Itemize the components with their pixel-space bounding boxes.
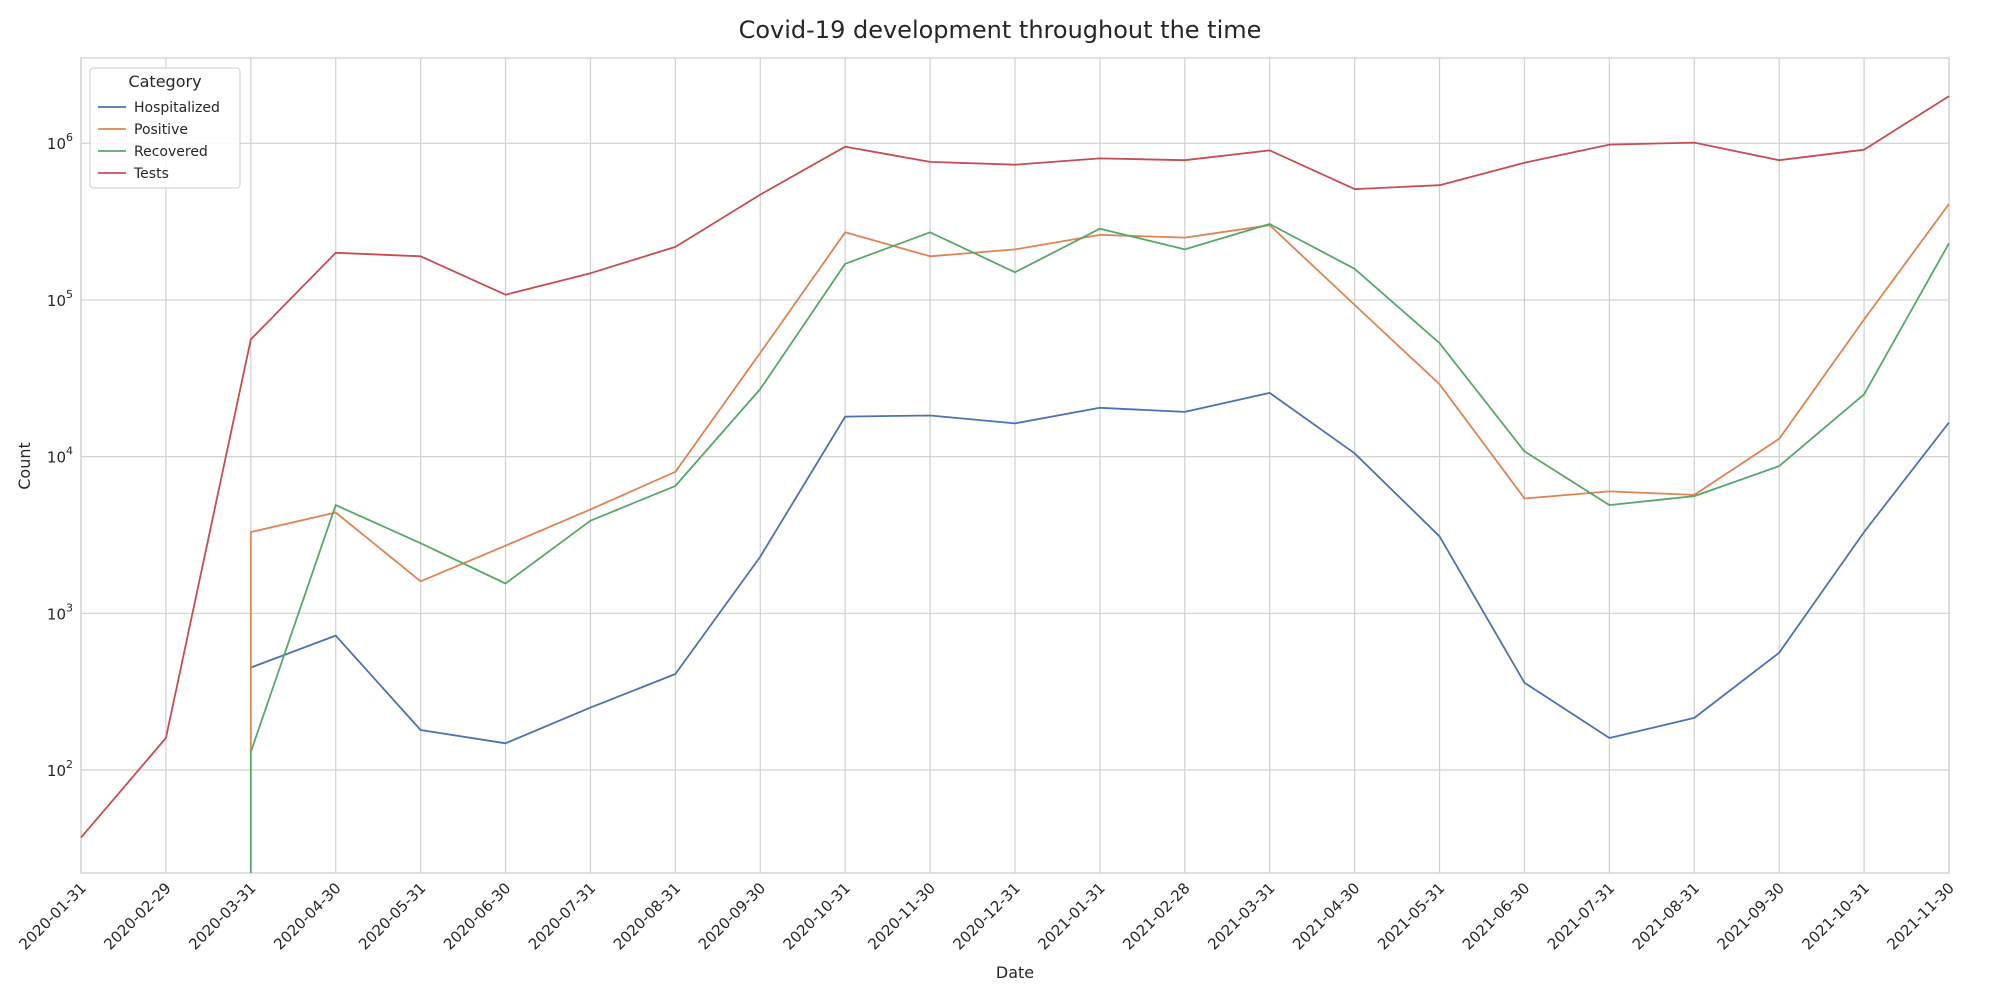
legend-label: Recovered xyxy=(134,144,208,160)
legend: Category Hospitalized Positive Recovered Te… xyxy=(89,67,241,189)
y-tick-base: 10 xyxy=(47,605,66,623)
y-tick-base: 10 xyxy=(47,292,66,310)
y-tick-base: 10 xyxy=(47,762,66,780)
y-tick-exponent: 3 xyxy=(66,601,73,614)
legend-title: Category xyxy=(128,72,201,91)
y-tick-label: 104 xyxy=(47,445,73,467)
series-lines xyxy=(80,95,1950,873)
y-tick-exponent: 5 xyxy=(66,288,73,301)
legend-items: Hospitalized Positive Recovered Tests xyxy=(98,100,220,182)
x-axis-label: Date xyxy=(996,963,1034,982)
y-axis-label: Count xyxy=(15,442,34,490)
y-tick-base: 10 xyxy=(47,449,66,467)
legend-label: Positive xyxy=(134,122,188,138)
y-tick-base: 10 xyxy=(47,135,66,153)
y-tick-exponent: 4 xyxy=(66,445,73,458)
y-tick-exponent: 6 xyxy=(66,131,73,144)
legend-label: Hospitalized xyxy=(134,100,220,116)
series-line-recovered xyxy=(249,223,1950,873)
y-tick-label: 103 xyxy=(47,601,73,623)
y-tick-label: 105 xyxy=(47,288,73,310)
y-tick-label: 106 xyxy=(47,131,73,153)
plot-area-frame xyxy=(80,57,1950,874)
chart-title: Covid-19 development throughout the time xyxy=(739,16,1262,44)
series-line-hospitalized xyxy=(250,392,1950,745)
series-line-tests xyxy=(80,95,1950,839)
legend-box xyxy=(89,67,241,189)
y-tick-label: 102 xyxy=(47,758,73,780)
y-tick-exponent: 2 xyxy=(66,758,73,771)
legend-label: Tests xyxy=(133,166,169,182)
